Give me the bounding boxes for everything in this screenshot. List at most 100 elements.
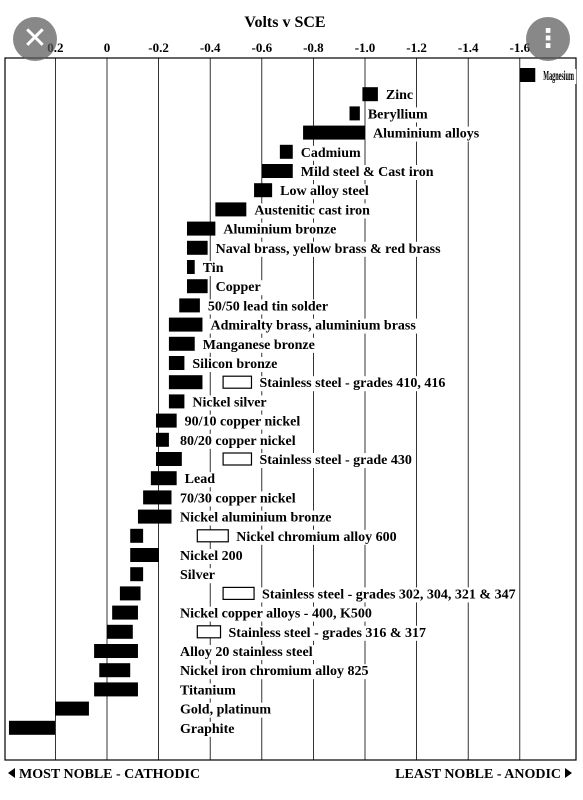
active-range-bar bbox=[156, 452, 182, 466]
active-range-bar bbox=[8, 720, 56, 735]
active-range-bar bbox=[168, 356, 185, 370]
active-range-bar bbox=[112, 605, 138, 620]
label-background bbox=[178, 491, 298, 507]
footer: MOST NOBLE - CATHODIC LEAST NOBLE - ANOD… bbox=[8, 767, 572, 782]
item-label: Manganese bronze bbox=[203, 338, 315, 353]
label-background bbox=[178, 433, 298, 449]
active-range-bar bbox=[303, 125, 365, 140]
label-background bbox=[178, 702, 274, 718]
item-label: Titanium bbox=[180, 683, 236, 698]
label-background bbox=[383, 88, 416, 104]
item-label: Silver bbox=[180, 568, 215, 583]
item-label: 70/30 copper nickel bbox=[180, 491, 296, 506]
active-range-bar bbox=[137, 509, 172, 524]
item-label: Nickel iron chromium alloy 825 bbox=[180, 664, 368, 679]
item-label: 90/10 copper nickel bbox=[185, 415, 301, 430]
item-label: Nickel chromium alloy 600 bbox=[236, 530, 396, 545]
passive-range-bar bbox=[196, 529, 229, 543]
item-label: Stainless steel - grade 430 bbox=[259, 453, 411, 468]
active-range-bar bbox=[168, 317, 203, 332]
active-range-bar bbox=[99, 663, 131, 678]
label-background bbox=[182, 472, 218, 488]
more-vert-icon: ⋮ bbox=[535, 24, 561, 54]
active-range-bar bbox=[186, 260, 195, 274]
item-label: Nickel copper alloys - 400, K500 bbox=[180, 607, 372, 622]
active-range-bar bbox=[186, 279, 208, 294]
active-range-bar bbox=[107, 624, 133, 639]
item-label: Stainless steel - grades 302, 304, 321 &… bbox=[262, 587, 516, 602]
x-tick-label: -0.2 bbox=[148, 40, 169, 55]
label-background bbox=[213, 280, 263, 296]
label-background bbox=[298, 165, 436, 180]
plot-frame bbox=[4, 57, 577, 761]
active-range-bar bbox=[130, 548, 159, 562]
label-background bbox=[257, 376, 448, 392]
label-background bbox=[200, 337, 317, 353]
label-background bbox=[178, 606, 374, 622]
item-label: 50/50 lead tin solder bbox=[208, 299, 328, 314]
label-background bbox=[182, 414, 303, 430]
x-tick-label: -1.2 bbox=[406, 40, 427, 55]
footer-right: LEAST NOBLE - ANODIC bbox=[395, 767, 561, 782]
label-background bbox=[226, 625, 429, 641]
item-label: Beryllium bbox=[368, 107, 428, 122]
label-background bbox=[190, 395, 269, 411]
item-label: Copper bbox=[216, 280, 261, 295]
active-range-bar bbox=[55, 701, 89, 716]
active-range-bar bbox=[179, 298, 200, 313]
item-label: 80/20 copper nickel bbox=[180, 434, 296, 449]
item-label: Zinc bbox=[386, 88, 413, 103]
x-tick-label: -0.8 bbox=[303, 40, 324, 55]
item-label: Nickel silver bbox=[192, 395, 266, 410]
active-range-bar bbox=[362, 87, 378, 102]
label-background bbox=[252, 203, 373, 219]
active-range-bar bbox=[119, 586, 141, 601]
more-options-button[interactable]: ⋮ bbox=[526, 17, 570, 61]
active-range-bar bbox=[279, 144, 293, 159]
active-range-bar bbox=[261, 164, 293, 178]
active-range-bar bbox=[130, 528, 144, 543]
active-range-bar bbox=[519, 68, 536, 82]
active-range-bar bbox=[150, 471, 177, 486]
close-button[interactable]: ✕ bbox=[13, 17, 57, 61]
x-axis-ticks: 0.2 0 -0.2 -0.4 -0.6 -0.8 -1.0 -1.2 -1.4 -1.6 bbox=[47, 40, 530, 55]
label-background bbox=[371, 126, 482, 142]
label-background bbox=[178, 510, 334, 526]
passive-range-bar bbox=[222, 586, 255, 601]
item-label: Cadmium bbox=[301, 146, 361, 161]
x-tick-label: -0.6 bbox=[252, 40, 273, 55]
label-background bbox=[178, 645, 315, 660]
active-range-bar bbox=[94, 644, 138, 658]
active-range-bar bbox=[254, 183, 273, 198]
label-background bbox=[260, 587, 518, 603]
close-icon: ✕ bbox=[22, 21, 48, 56]
item-label: Alloy 20 stainless steel bbox=[180, 645, 313, 660]
passive-range-bar bbox=[222, 452, 253, 466]
active-range-bar bbox=[168, 394, 185, 409]
label-background bbox=[178, 664, 371, 680]
label-background bbox=[190, 357, 280, 372]
item-label: Naval brass, yellow brass & red brass bbox=[216, 242, 441, 257]
active-range-bar bbox=[215, 202, 247, 217]
item-label: Aluminium bronze bbox=[223, 223, 336, 238]
passive-range-bar bbox=[196, 625, 222, 639]
item-label: Graphite bbox=[180, 722, 234, 737]
item-label: Austenitic cast iron bbox=[254, 203, 370, 218]
label-background bbox=[205, 299, 331, 315]
item-label: Nickel 200 bbox=[180, 549, 243, 564]
chart-title: Volts v SCE bbox=[244, 14, 325, 31]
label-background bbox=[278, 184, 371, 200]
item-label: Silicon bronze bbox=[192, 357, 277, 372]
x-tick-label: -1.6 bbox=[510, 40, 531, 55]
active-range-bar bbox=[186, 221, 216, 236]
active-range-bar bbox=[168, 336, 195, 351]
label-background bbox=[178, 549, 245, 564]
active-range-bar bbox=[94, 682, 138, 697]
label-background bbox=[234, 529, 399, 545]
label-background bbox=[221, 222, 339, 238]
passive-range-bar bbox=[222, 375, 253, 389]
item-label: Mild steel & Cast iron bbox=[301, 165, 434, 180]
active-range-bar bbox=[168, 375, 203, 390]
label-background bbox=[541, 69, 577, 84]
x-tick-label: -1.4 bbox=[458, 40, 479, 55]
